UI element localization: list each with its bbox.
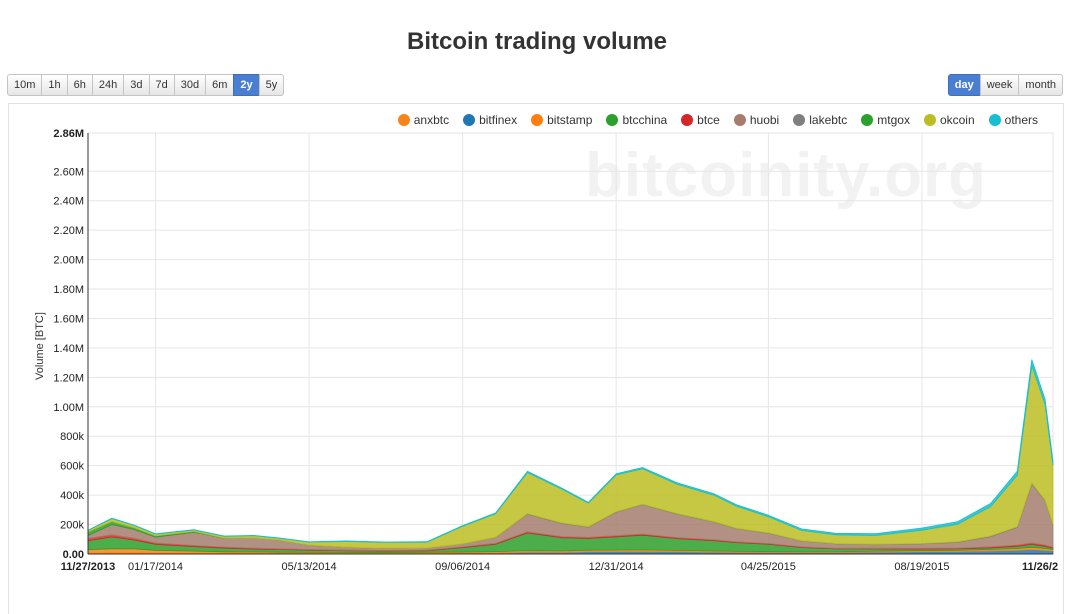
x-tick-label: 09/06/2014 xyxy=(435,561,490,573)
y-tick-label: 2.60M xyxy=(53,166,84,178)
legend-label: btcchina xyxy=(622,113,667,127)
y-tick-label: 1.00M xyxy=(53,402,84,414)
x-tick-label: 05/13/2014 xyxy=(282,561,337,573)
legend-label: lakebtc xyxy=(809,113,847,127)
legend-item-btce[interactable]: btce xyxy=(681,113,720,127)
chart-legend: anxbtc bitfinex bitstamp btcchina btce huobi l… xyxy=(398,113,1038,127)
x-tick-label: 04/25/2015 xyxy=(741,561,796,573)
y-tick-label: 2.00M xyxy=(53,255,84,267)
legend-item-btcchina[interactable]: btcchina xyxy=(606,113,667,127)
legend-dot-icon xyxy=(398,114,410,126)
legend-item-bitstamp[interactable]: bitstamp xyxy=(531,113,592,127)
y-tick-label: 2.20M xyxy=(53,225,84,237)
legend-dot-icon xyxy=(463,114,475,126)
y-tick-label: 2.86M xyxy=(53,128,84,140)
legend-dot-icon xyxy=(681,114,693,126)
legend-dot-icon xyxy=(606,114,618,126)
legend-label: bitstamp xyxy=(547,113,592,127)
legend-dot-icon xyxy=(734,114,746,126)
x-tick-label: 12/31/2014 xyxy=(589,561,644,573)
y-axis-label: Volume [BTC] xyxy=(34,296,46,396)
area-series-okcoin xyxy=(88,365,1053,548)
y-tick-label: 1.20M xyxy=(53,372,84,384)
legend-label: bitfinex xyxy=(479,113,517,127)
x-tick-label: 08/19/2015 xyxy=(894,561,949,573)
y-tick-label: 800k xyxy=(60,431,84,443)
legend-dot-icon xyxy=(989,114,1001,126)
x-tick-label: 01/17/2014 xyxy=(128,561,183,573)
y-tick-label: 1.60M xyxy=(53,313,84,325)
legend-dot-icon xyxy=(924,114,936,126)
legend-label: mtgox xyxy=(877,113,910,127)
y-tick-label: 1.80M xyxy=(53,284,84,296)
y-tick-label: 200k xyxy=(60,520,84,532)
y-tick-label: 0.00 xyxy=(63,549,84,561)
legend-dot-icon xyxy=(861,114,873,126)
legend-dot-icon xyxy=(793,114,805,126)
y-tick-label: 2.40M xyxy=(53,196,84,208)
legend-label: anxbtc xyxy=(414,113,449,127)
legend-item-mtgox[interactable]: mtgox xyxy=(861,113,910,127)
legend-item-others[interactable]: others xyxy=(989,113,1038,127)
legend-item-anxbtc[interactable]: anxbtc xyxy=(398,113,449,127)
legend-label: huobi xyxy=(750,113,779,127)
legend-item-lakebtc[interactable]: lakebtc xyxy=(793,113,847,127)
y-tick-label: 400k xyxy=(60,490,84,502)
x-tick-label: 11/26/2 xyxy=(1022,561,1058,573)
legend-item-huobi[interactable]: huobi xyxy=(734,113,779,127)
x-tick-label: 11/27/2013 xyxy=(61,561,115,573)
legend-label: okcoin xyxy=(940,113,975,127)
y-tick-label: 600k xyxy=(60,461,84,473)
legend-item-bitfinex[interactable]: bitfinex xyxy=(463,113,517,127)
legend-label: btce xyxy=(697,113,720,127)
legend-dot-icon xyxy=(531,114,543,126)
y-tick-label: 1.40M xyxy=(53,343,84,355)
legend-label: others xyxy=(1005,113,1038,127)
legend-item-okcoin[interactable]: okcoin xyxy=(924,113,975,127)
